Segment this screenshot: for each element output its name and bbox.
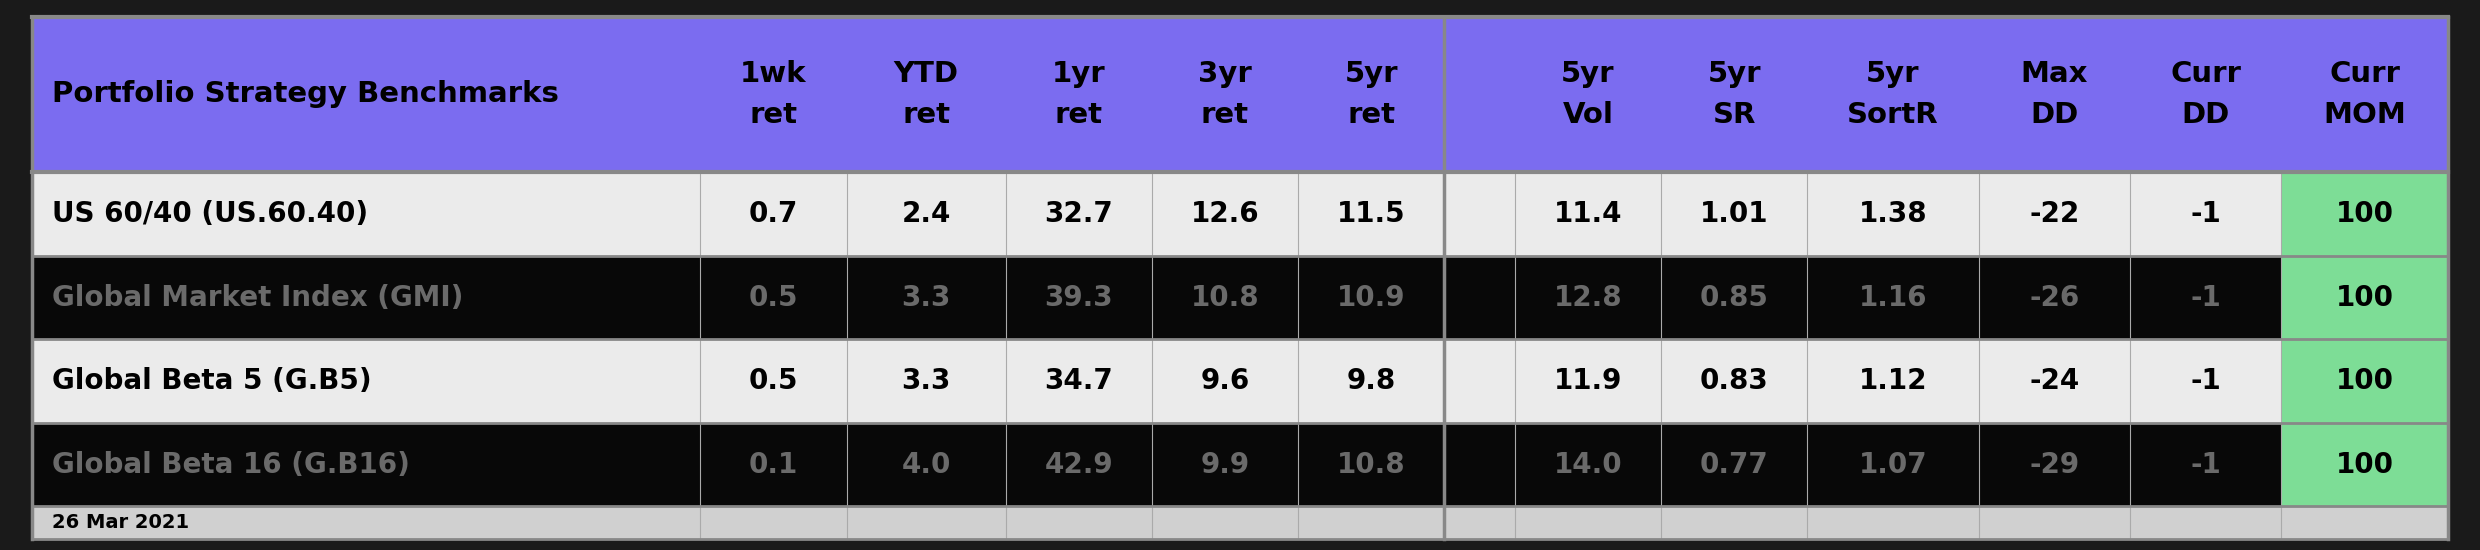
Text: -29: -29 <box>2029 450 2081 478</box>
Text: 0.5: 0.5 <box>749 284 799 311</box>
Text: 100: 100 <box>2336 284 2393 311</box>
Text: 5yr: 5yr <box>1706 60 1761 88</box>
Text: ret: ret <box>1054 101 1104 129</box>
Text: -1: -1 <box>2190 450 2222 478</box>
Text: 26 Mar 2021: 26 Mar 2021 <box>52 513 188 532</box>
Text: 10.8: 10.8 <box>1190 284 1260 311</box>
Text: 1.07: 1.07 <box>1858 450 1927 478</box>
Text: 100: 100 <box>2336 367 2393 395</box>
Bar <box>2282 172 2448 256</box>
Bar <box>32 172 2448 256</box>
Text: YTD: YTD <box>893 60 960 88</box>
Text: US 60/40 (US.60.40): US 60/40 (US.60.40) <box>52 200 367 228</box>
Bar <box>32 256 2448 339</box>
Text: 9.9: 9.9 <box>1200 450 1250 478</box>
Text: 3.3: 3.3 <box>900 367 950 395</box>
Text: 5yr: 5yr <box>1344 60 1399 88</box>
Text: 3yr: 3yr <box>1198 60 1252 88</box>
Text: 2.4: 2.4 <box>900 200 950 228</box>
Text: Max: Max <box>2021 60 2088 88</box>
Text: 10.9: 10.9 <box>1337 284 1406 311</box>
Text: 3.3: 3.3 <box>900 284 950 311</box>
Text: ret: ret <box>1347 101 1396 129</box>
Text: 1.16: 1.16 <box>1860 284 1927 311</box>
Text: 1wk: 1wk <box>739 60 806 88</box>
Bar <box>2282 256 2448 339</box>
Text: Curr: Curr <box>2329 60 2401 88</box>
Text: -24: -24 <box>2029 367 2081 395</box>
Text: 0.7: 0.7 <box>749 200 799 228</box>
Text: 12.8: 12.8 <box>1552 284 1622 311</box>
Text: MOM: MOM <box>2324 101 2406 129</box>
Bar <box>2282 339 2448 423</box>
Text: Vol: Vol <box>1562 101 1614 129</box>
Text: 9.8: 9.8 <box>1347 367 1396 395</box>
Bar <box>32 423 2448 506</box>
Text: 11.4: 11.4 <box>1552 200 1622 228</box>
Bar <box>32 16 2448 172</box>
Text: -26: -26 <box>2029 284 2081 311</box>
Text: 42.9: 42.9 <box>1044 450 1114 478</box>
Text: DD: DD <box>2182 101 2230 129</box>
Text: 11.9: 11.9 <box>1555 367 1622 395</box>
Text: 1yr: 1yr <box>1052 60 1106 88</box>
Text: 100: 100 <box>2336 200 2393 228</box>
Text: Portfolio Strategy Benchmarks: Portfolio Strategy Benchmarks <box>52 80 558 108</box>
Text: 0.5: 0.5 <box>749 367 799 395</box>
Text: -1: -1 <box>2190 284 2222 311</box>
Text: Global Beta 16 (G.B16): Global Beta 16 (G.B16) <box>52 450 409 478</box>
Text: 1.12: 1.12 <box>1860 367 1927 395</box>
Text: 34.7: 34.7 <box>1044 367 1114 395</box>
Text: 11.5: 11.5 <box>1337 200 1406 228</box>
Text: 5yr: 5yr <box>1867 60 1920 88</box>
Text: Global Beta 5 (G.B5): Global Beta 5 (G.B5) <box>52 367 372 395</box>
Text: 5yr: 5yr <box>1562 60 1614 88</box>
Text: -22: -22 <box>2029 200 2081 228</box>
Text: Curr: Curr <box>2170 60 2242 88</box>
Text: 32.7: 32.7 <box>1044 200 1114 228</box>
Text: 9.6: 9.6 <box>1200 367 1250 395</box>
Text: ret: ret <box>903 101 950 129</box>
Text: 100: 100 <box>2336 450 2393 478</box>
Text: 0.83: 0.83 <box>1699 367 1768 395</box>
Text: 1.38: 1.38 <box>1858 200 1927 228</box>
Text: 0.85: 0.85 <box>1699 284 1768 311</box>
Text: 14.0: 14.0 <box>1552 450 1622 478</box>
Bar <box>32 506 2448 539</box>
Bar <box>2282 423 2448 506</box>
Text: 39.3: 39.3 <box>1044 284 1114 311</box>
Text: ret: ret <box>749 101 799 129</box>
Text: ret: ret <box>1200 101 1250 129</box>
Text: 0.1: 0.1 <box>749 450 799 478</box>
Text: 10.8: 10.8 <box>1337 450 1406 478</box>
Text: SR: SR <box>1714 101 1756 129</box>
Text: 0.77: 0.77 <box>1699 450 1768 478</box>
Text: SortR: SortR <box>1848 101 1939 129</box>
Text: Global Market Index (GMI): Global Market Index (GMI) <box>52 284 464 311</box>
Text: 4.0: 4.0 <box>900 450 950 478</box>
Bar <box>32 339 2448 423</box>
Text: -1: -1 <box>2190 367 2222 395</box>
Text: 1.01: 1.01 <box>1699 200 1768 228</box>
Text: 12.6: 12.6 <box>1190 200 1260 228</box>
Text: -1: -1 <box>2190 200 2222 228</box>
Text: DD: DD <box>2031 101 2078 129</box>
